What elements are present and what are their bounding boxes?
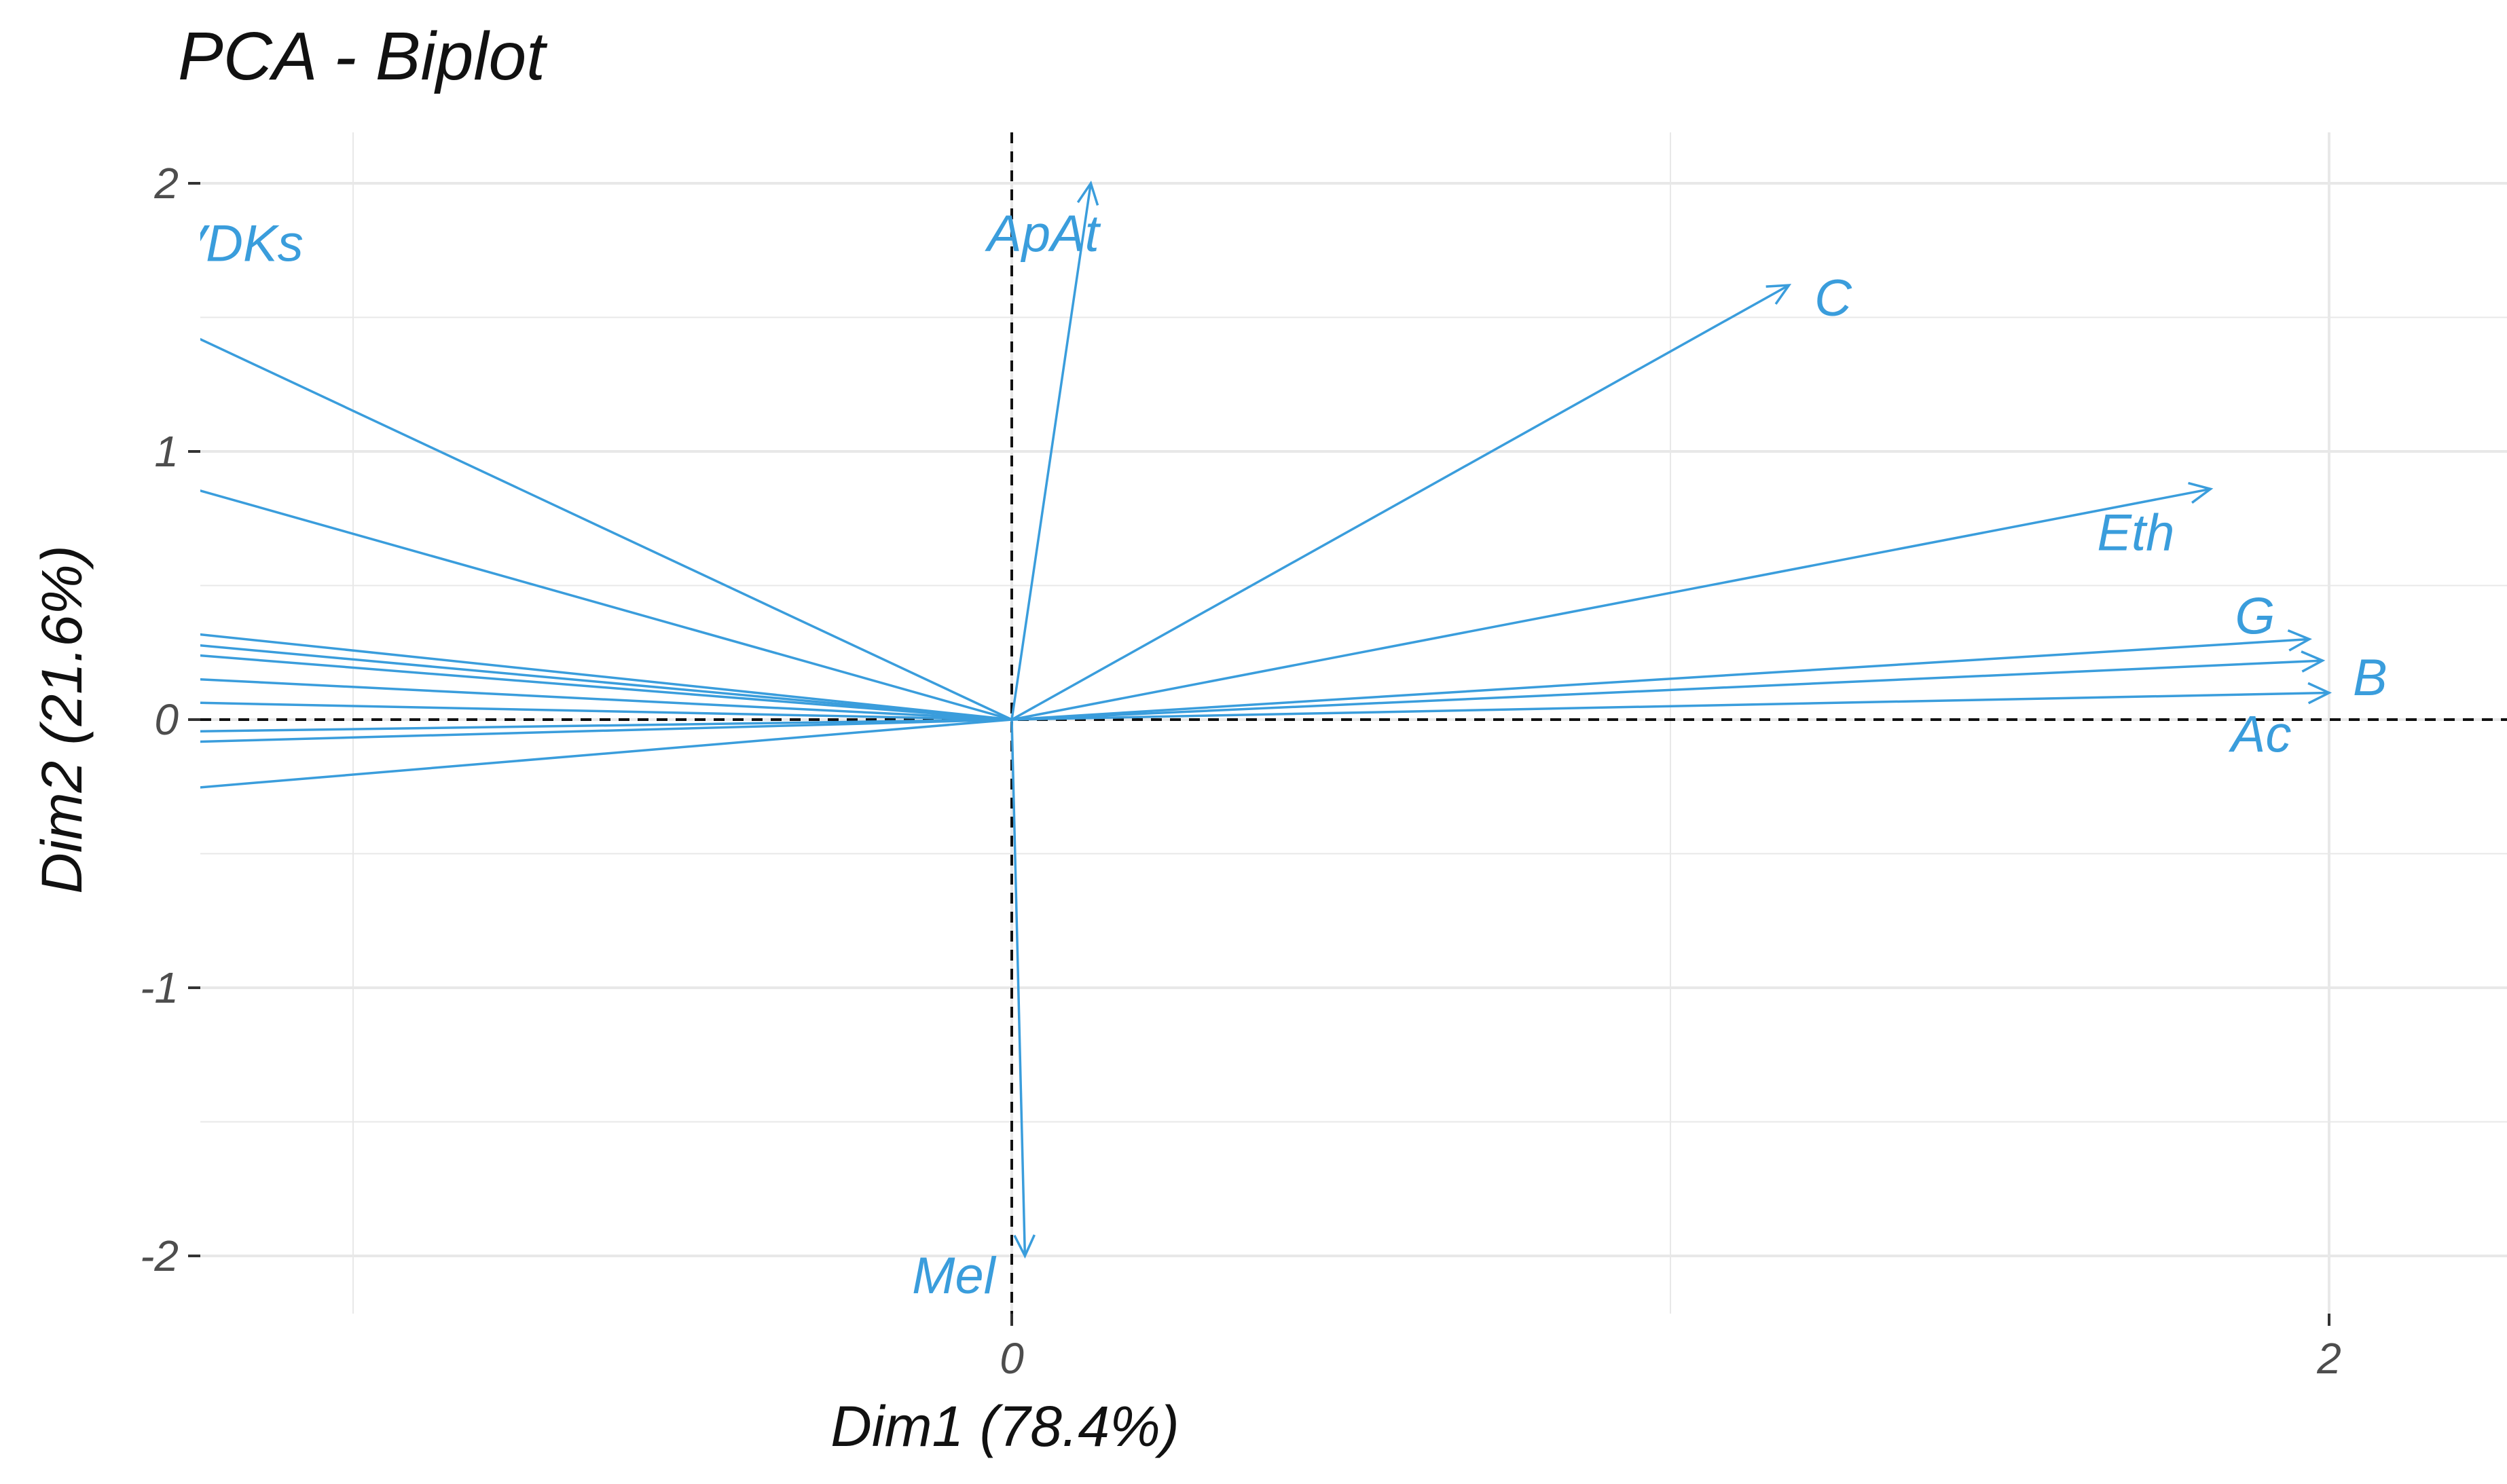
arrow-shaft bbox=[1011, 659, 2323, 721]
variable-arrows: ApAtCVDKsSO2EthEstAdKetAlcGBAcButSuCapAA… bbox=[0, 181, 2387, 1305]
variable-arrow-alc bbox=[200, 654, 1012, 721]
reference-lines bbox=[200, 132, 2507, 1314]
arrow-shaft bbox=[1010, 719, 1027, 1257]
plot-area: ApAtCVDKsSO2EthEstAdKetAlcGBAcButSuCapAA… bbox=[0, 132, 2507, 1314]
y-tick-label: 1 bbox=[154, 427, 179, 476]
variable-label-capa: CapA bbox=[0, 825, 3, 883]
arrow-head bbox=[2188, 481, 2214, 504]
arrow-shaft bbox=[1011, 284, 1790, 721]
y-tick-label: 2 bbox=[153, 159, 179, 208]
individual-points: CLI 12321-8BS04 bbox=[0, 202, 2507, 1299]
variable-arrow-so2 bbox=[175, 480, 1012, 721]
arrow-head bbox=[1765, 284, 1792, 305]
arrow-shaft bbox=[1011, 691, 2330, 721]
variable-label-eth: Eth bbox=[2097, 504, 2174, 561]
arrow-head bbox=[2307, 682, 2332, 705]
arrow-shaft bbox=[200, 678, 1012, 721]
variable-arrow-but bbox=[200, 701, 1012, 721]
arrow-shaft bbox=[200, 701, 1012, 721]
x-axis-title: Dim1 (78.4%) bbox=[830, 1394, 1179, 1458]
arrow-head bbox=[2287, 629, 2312, 652]
variable-arrow-adket bbox=[200, 644, 1012, 721]
chart-title: PCA - Biplot bbox=[178, 18, 548, 94]
variable-arrow-acl bbox=[200, 718, 1012, 733]
variable-arrow-g bbox=[1011, 629, 2312, 721]
y-tick-label: -1 bbox=[140, 963, 179, 1012]
arrow-shaft bbox=[200, 633, 1012, 721]
arrow-shaft bbox=[1010, 183, 1093, 720]
variable-label-g: G bbox=[2235, 588, 2275, 646]
x-tick-label: 0 bbox=[1000, 1334, 1024, 1383]
variable-arrow-mel bbox=[1010, 719, 1036, 1259]
y-tick-label: 0 bbox=[154, 695, 179, 744]
arrow-head bbox=[143, 312, 166, 330]
variable-label-ac: Ac bbox=[2229, 706, 2292, 764]
arrow-shaft bbox=[200, 489, 1012, 721]
arrow-shaft bbox=[200, 644, 1012, 721]
variable-arrow-c bbox=[1011, 284, 1792, 721]
arrow-shaft bbox=[200, 654, 1012, 721]
variable-arrow-ac bbox=[1011, 682, 2332, 721]
variable-arrow-vdks bbox=[143, 312, 1012, 721]
gridlines bbox=[200, 132, 2507, 1314]
y-axis-title: Dim2 (21.6%) bbox=[30, 545, 94, 893]
variable-label-c: C bbox=[1814, 270, 1852, 327]
arrow-shaft bbox=[1011, 487, 2211, 721]
arrow-shaft bbox=[200, 718, 1012, 733]
variable-arrow-eth bbox=[1011, 481, 2214, 721]
variable-arrow-apat bbox=[1010, 181, 1099, 720]
arrow-shaft bbox=[200, 718, 1012, 743]
variable-label-mel: Mel bbox=[912, 1247, 997, 1305]
arrow-head bbox=[1013, 1234, 1036, 1259]
arrow-head bbox=[175, 480, 198, 499]
variable-arrow-b bbox=[1011, 650, 2326, 721]
arrow-shaft bbox=[200, 337, 1012, 721]
variable-label-b: B bbox=[2353, 649, 2387, 707]
variable-arrow-su bbox=[200, 678, 1012, 721]
variable-arrow-gly bbox=[200, 718, 1012, 789]
variable-label-so2: SO2 bbox=[96, 437, 200, 495]
variable-arrow-est bbox=[200, 633, 1012, 721]
variable-label-vdks: VDKs bbox=[171, 215, 303, 273]
variable-label-apat: ApAt bbox=[985, 205, 1101, 263]
arrow-shaft bbox=[200, 718, 1012, 789]
variable-arrow-capa bbox=[200, 718, 1012, 743]
arrow-head bbox=[2301, 650, 2326, 673]
arrow-shaft bbox=[1011, 637, 2310, 721]
x-tick-label: 2 bbox=[2316, 1334, 2341, 1383]
arrow-head bbox=[1076, 181, 1099, 206]
y-tick-label: -2 bbox=[140, 1231, 179, 1280]
